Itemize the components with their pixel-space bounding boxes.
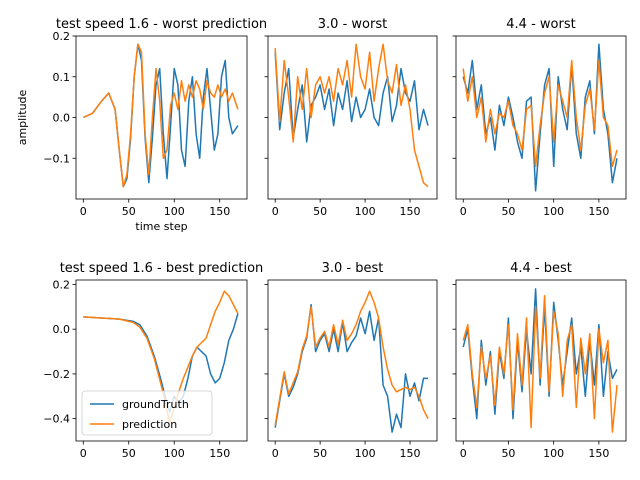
x-axis-label: time step (135, 220, 187, 233)
y-axis-label: amplitude (16, 89, 29, 145)
subplot-4: 0 50 100 150 −0.4 −0.2 0.0 0.2 test speed 1.6 - … (43, 261, 263, 460)
subplot-title: 4.4 - worst (506, 17, 575, 32)
subplot-title: 3.0 - worst (318, 17, 387, 32)
axes-frame (75, 35, 248, 200)
legend-box (81, 390, 213, 436)
series-line-prediction (274, 290, 429, 426)
x-tick-label: 0 (272, 447, 279, 460)
x-tick-label: 100 (164, 447, 185, 460)
x-tick-label: 150 (588, 447, 609, 460)
x-tick-label: 150 (400, 205, 421, 218)
y-tick-label: −0.4 (43, 413, 70, 426)
x-tick-label: 150 (209, 447, 230, 460)
legend-label-groundTruth: groundTruth (122, 398, 189, 411)
x-tick-label: 150 (209, 205, 230, 218)
subplot-title: 3.0 - best (322, 261, 384, 276)
subplot-title: test speed 1.6 - best prediction (60, 261, 264, 276)
x-tick-label: 150 (588, 205, 609, 218)
subplot-title: 4.4 - best (510, 261, 572, 276)
axes-frame (75, 279, 248, 442)
x-tick-label: 100 (543, 447, 564, 460)
y-tick-label: 0.0 (53, 112, 71, 125)
legend: groundTruth prediction (81, 390, 213, 436)
subplot-6: 0 50 100 150 4.4 - best (452, 261, 627, 460)
legend-label-prediction: prediction (122, 418, 177, 431)
y-tick-label: −0.1 (43, 152, 70, 165)
series-line-prediction (462, 294, 618, 433)
y-tick-label: 0.0 (53, 323, 71, 336)
series-line-prediction (82, 43, 239, 188)
x-tick-label: 50 (313, 205, 327, 218)
series-line-prediction (274, 43, 429, 188)
x-tick-label: 100 (164, 205, 185, 218)
subplot-3: 0 50 100 150 4.4 - worst (452, 17, 627, 218)
axes-frame (455, 279, 627, 442)
x-tick-label: 50 (122, 447, 136, 460)
series-line-prediction (83, 290, 239, 424)
subplot-5: 0 50 100 150 3.0 - best (264, 261, 438, 460)
y-tick-label: 0.2 (53, 278, 71, 291)
y-tick-label: 0.2 (53, 30, 71, 43)
x-tick-label: 100 (355, 447, 376, 460)
x-tick-label: 0 (460, 447, 467, 460)
x-tick-label: 0 (272, 205, 279, 218)
x-tick-label: 100 (355, 205, 376, 218)
series-line-prediction (462, 59, 618, 168)
x-tick-label: 0 (460, 205, 467, 218)
x-tick-label: 100 (543, 205, 564, 218)
x-tick-label: 50 (122, 205, 136, 218)
y-tick-label: 0.1 (53, 71, 71, 84)
x-tick-label: 150 (400, 447, 421, 460)
x-tick-label: 0 (80, 205, 87, 218)
x-tick-label: 50 (501, 205, 515, 218)
subplot-2: 0 50 100 150 3.0 - worst (264, 17, 438, 218)
x-tick-label: 0 (80, 447, 87, 460)
axes-frame (267, 279, 438, 442)
subplot-title: test speed 1.6 - worst prediction (56, 17, 267, 32)
x-tick-label: 50 (313, 447, 327, 460)
series-line-groundTruth (462, 43, 618, 192)
x-tick-label: 50 (501, 447, 515, 460)
y-tick-label: −0.2 (43, 368, 70, 381)
